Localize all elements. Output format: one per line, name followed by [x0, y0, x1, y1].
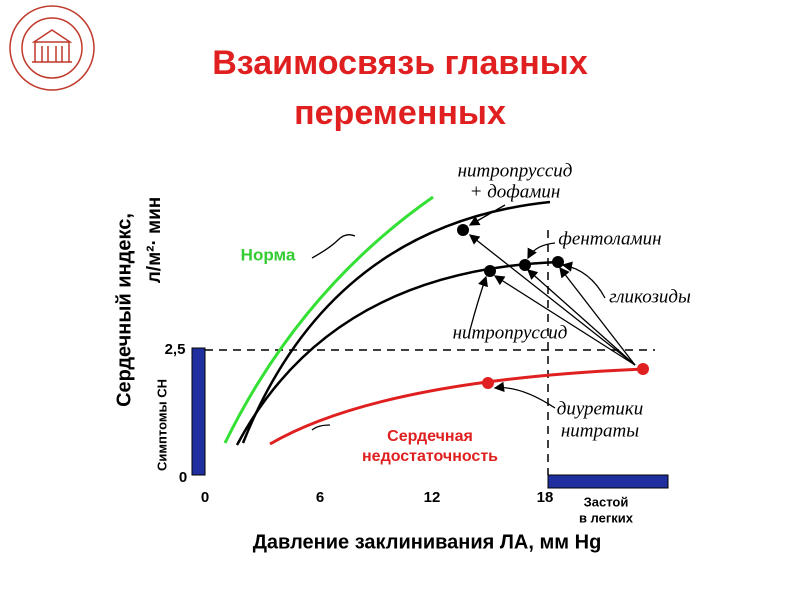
label-failure: Сердечная	[387, 428, 473, 445]
congestion-bar	[547, 474, 669, 489]
annotation: + дофамин	[470, 181, 561, 202]
annotation: нитраты	[561, 420, 639, 441]
annotation: нитропруссид	[458, 160, 573, 181]
label-failure: недостаточность	[362, 448, 498, 465]
curve-normal	[223, 195, 434, 444]
y-title: л/м²· мин	[144, 197, 165, 284]
y-secondary: Симптомы СН	[154, 379, 169, 471]
annotation: диуретики	[557, 398, 644, 419]
x-zone: в легких	[579, 510, 634, 525]
logo	[9, 5, 95, 91]
label-normal: Норма	[241, 245, 296, 264]
y-title: Сердечный индекс,	[113, 213, 135, 407]
points	[457, 224, 649, 389]
annotation: нитропруссид	[453, 322, 568, 343]
annotation: гликозиды	[609, 286, 691, 307]
x-title: Давление заклинивания ЛА, мм Hg	[253, 531, 602, 553]
y-tick: 0	[179, 469, 187, 486]
leader	[311, 424, 331, 431]
curve-failure	[269, 367, 646, 446]
annotation: фентоламин	[558, 228, 661, 249]
x-tick: 18	[537, 489, 554, 506]
x-zone: Застой	[584, 494, 629, 509]
arrows	[468, 204, 636, 409]
title: Взаимосвязь главных	[212, 44, 588, 82]
symptom-bar	[191, 347, 206, 476]
title: переменных	[294, 94, 506, 132]
curve	[235, 260, 561, 446]
y-tick: 2,5	[165, 341, 186, 358]
leader	[311, 234, 356, 259]
x-tick: 12	[424, 489, 441, 506]
x-tick: 0	[201, 489, 209, 506]
x-tick: 6	[316, 489, 324, 506]
